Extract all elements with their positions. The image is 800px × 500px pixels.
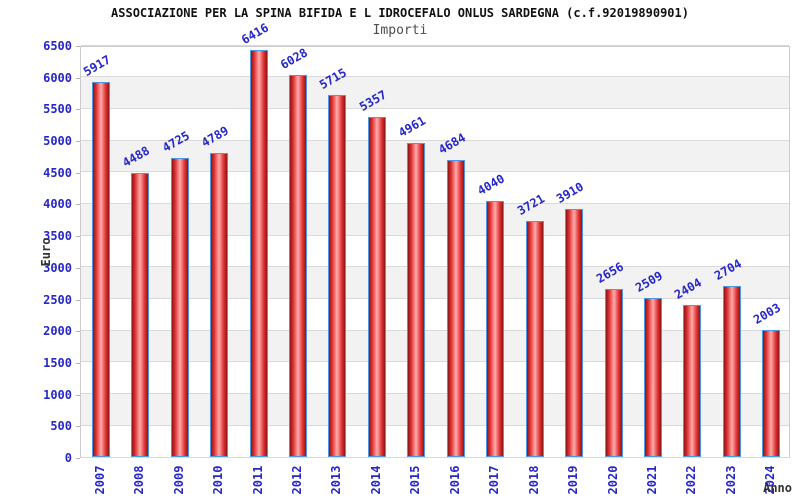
y-tick-mark <box>76 204 80 206</box>
gridline <box>81 44 789 46</box>
gridline <box>81 139 789 141</box>
y-tick-label: 3500 <box>43 229 72 244</box>
y-tick-label: 3000 <box>43 260 72 275</box>
y-tick-mark <box>76 77 80 79</box>
y-tick-label: 0 <box>64 451 72 465</box>
plot-band <box>81 266 789 299</box>
gridline <box>81 361 789 363</box>
x-tick-label: 2020 <box>605 465 620 495</box>
bar <box>367 117 386 457</box>
plot-band <box>81 203 789 236</box>
bar-value-label: 4040 <box>475 171 508 198</box>
x-tick-label: 2018 <box>526 465 541 495</box>
y-tick-mark <box>76 299 80 301</box>
y-tick-mark <box>76 331 80 333</box>
y-tick-label: 5500 <box>43 102 72 117</box>
gridline <box>81 107 789 109</box>
x-tick-label: 2013 <box>329 465 344 495</box>
gridline <box>81 298 789 300</box>
bar <box>525 221 544 457</box>
y-tick-label: 4000 <box>43 197 72 212</box>
bar <box>604 288 623 457</box>
x-tick-label: 2014 <box>368 465 383 495</box>
bar <box>722 285 741 457</box>
y-tick-label: 1000 <box>43 387 72 402</box>
x-tick-label: 2017 <box>487 465 502 495</box>
bar <box>446 160 465 457</box>
x-tick-label: 2019 <box>566 465 581 495</box>
y-tick-mark <box>76 267 80 269</box>
gridline <box>81 266 789 268</box>
x-tick-label: 2023 <box>723 465 738 495</box>
y-tick-mark <box>76 236 80 238</box>
x-tick-label: 2010 <box>211 465 226 495</box>
y-tick-label: 2000 <box>43 324 72 339</box>
x-tick-label: 2007 <box>92 465 107 495</box>
x-tick-label: 2021 <box>644 465 659 495</box>
bar <box>683 304 702 457</box>
gridline <box>81 202 789 204</box>
bar <box>407 142 426 457</box>
y-tick-mark <box>76 362 80 364</box>
bar <box>486 200 505 457</box>
y-tick-mark <box>76 426 80 428</box>
gridline <box>81 456 789 458</box>
x-axis-title: Anno <box>763 481 792 495</box>
x-tick-label: 2009 <box>171 465 186 495</box>
x-tick-label: 2008 <box>132 465 147 495</box>
bar-value-label: 5917 <box>80 52 113 79</box>
chart-subtitle: Importi <box>372 23 428 38</box>
gridline <box>81 234 789 236</box>
x-tick-label: 2015 <box>408 465 423 495</box>
x-tick-label: 2011 <box>250 465 265 495</box>
y-tick-label: 6000 <box>43 70 72 85</box>
x-tick-label: 2012 <box>289 465 304 495</box>
y-tick-label: 2500 <box>43 292 72 307</box>
y-tick-mark <box>76 458 80 459</box>
chart-title: ASSOCIAZIONE PER LA SPINA BIFIDA E L IDR… <box>111 6 689 20</box>
bar <box>288 74 307 457</box>
bar <box>565 209 584 457</box>
bar <box>762 330 781 457</box>
y-tick-mark <box>76 109 80 111</box>
gridline <box>81 424 789 426</box>
plot-area: 5917 4488 4725 4789 6416 6028 5715 5357 4961 4684… <box>80 21 790 458</box>
bar <box>643 297 662 457</box>
bar-value-label: 2003 <box>751 300 784 328</box>
bar <box>91 81 110 457</box>
y-tick-mark <box>76 46 80 47</box>
bar <box>210 153 229 457</box>
y-axis-title: Euro <box>39 237 53 267</box>
bar-value-label: 6028 <box>277 45 310 72</box>
plot-band <box>81 140 789 172</box>
y-tick-mark <box>76 141 80 143</box>
y-tick-label: 6500 <box>43 39 72 53</box>
gridline <box>81 171 789 173</box>
gridline <box>81 393 789 395</box>
bar <box>328 94 347 457</box>
plot-band <box>81 393 789 426</box>
y-tick-label: 4500 <box>43 165 72 180</box>
x-tick-label: 2022 <box>684 465 699 495</box>
bar <box>131 172 150 457</box>
bar <box>249 50 268 457</box>
y-tick-mark <box>76 172 80 174</box>
gridline <box>81 76 789 78</box>
y-tick-label: 5000 <box>43 134 72 149</box>
y-tick-label: 500 <box>50 419 72 434</box>
bar <box>170 157 189 457</box>
bar-value-label: 4961 <box>396 112 429 140</box>
y-tick-label: 1500 <box>43 355 72 370</box>
x-tick-label: 2016 <box>447 465 462 495</box>
plot-band <box>81 330 789 362</box>
y-tick-mark <box>76 394 80 396</box>
plot-band <box>81 76 789 109</box>
gridline <box>81 329 789 331</box>
